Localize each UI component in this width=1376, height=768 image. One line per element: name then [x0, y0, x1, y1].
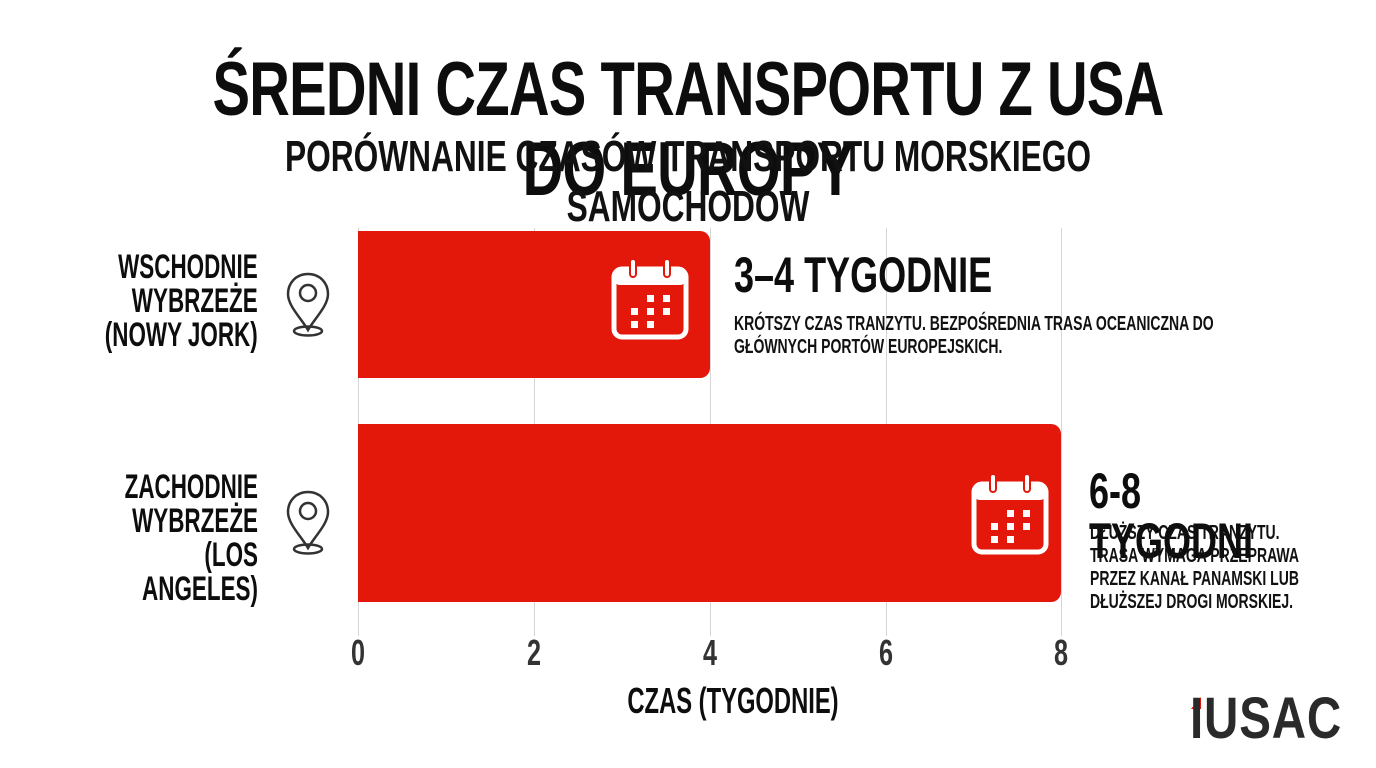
- x-tick-text: 2: [526, 632, 542, 673]
- category-label-east-coast: WSCHODNIE WYBRZEŻE (NOWY JORK): [26, 250, 258, 352]
- x-tick-label: 6: [866, 632, 906, 674]
- value-label-text: 6-8 TYGODNI: [1089, 463, 1254, 569]
- description-east-coast: KRÓTSZY CZAS TRANZYTU. BEZPOŚREDNIA TRAS…: [734, 313, 1376, 359]
- description-line: TRASA WYMAGA PRZEPRAWA: [1090, 545, 1299, 567]
- bar-east-coast: [358, 231, 710, 378]
- description-line: GŁÓWNYCH PORTÓW EUROPEJSKICH.: [734, 336, 1003, 358]
- value-label-text: 3–4 TYGODNIE: [734, 247, 993, 303]
- label-line: ZACHODNIE: [124, 468, 258, 506]
- label-line: (LOS ANGELES): [142, 536, 258, 608]
- x-tick-label: 0: [338, 632, 378, 674]
- page-subtitle: PORÓWNANIE CZASÓW TRANSPORTU MORSKIEGO S…: [0, 132, 1376, 232]
- label-line: WYBRZEŻE: [132, 502, 258, 540]
- x-tick-label: 2: [514, 632, 554, 674]
- label-line: (NOWY JORK): [105, 316, 258, 354]
- x-tick-label: 8: [1041, 632, 1081, 674]
- value-label-east-coast: 3–4 TYGODNIE: [734, 250, 1092, 300]
- label-line: WSCHODNIE: [118, 248, 258, 286]
- description-line: DŁUŻSZEJ DROGI MORSKIEJ.: [1090, 591, 1294, 613]
- logo-accent-mark: [1191, 697, 1201, 709]
- description-west-coast: DŁUŻSZY CZAS TRANZYTU. TRASA WYMAGA PRZE…: [1090, 522, 1376, 614]
- gridline-8: [1061, 228, 1062, 636]
- page-title: ŚREDNI CZAS TRANSPORTU Z USA DO EUROPY: [0, 50, 1376, 210]
- map-pin-icon: [286, 272, 330, 337]
- description-line: DŁUŻSZY CZAS TRANZYTU.: [1090, 522, 1280, 544]
- value-label-west-coast: 6-8 TYGODNI: [1089, 466, 1376, 566]
- x-tick-text: 8: [1053, 632, 1069, 673]
- category-label-west-coast: ZACHODNIE WYBRZEŻE (LOS ANGELES): [0, 470, 258, 606]
- page-title-text: ŚREDNI CZAS TRANSPORTU Z USA DO EUROPY: [212, 47, 1164, 212]
- x-tick-text: 6: [878, 632, 894, 673]
- label-line: WYBRZEŻE: [132, 282, 258, 320]
- logo-text: IUSAC: [1190, 686, 1343, 751]
- page-subtitle-text: PORÓWNANIE CZASÓW TRANSPORTU MORSKIEGO S…: [284, 132, 1092, 231]
- bar-west-coast: [358, 424, 1061, 602]
- calendar-icon: [971, 473, 1049, 555]
- map-pin-icon: [286, 490, 330, 555]
- description-line: PRZEZ KANAŁ PANAMSKI LUB: [1090, 568, 1299, 590]
- x-tick-text: 0: [350, 632, 366, 673]
- x-axis-label-text: CZAS (TYGODNIE): [627, 680, 839, 721]
- brand-logo: IUSAC: [1190, 686, 1375, 751]
- x-tick-text: 4: [702, 632, 718, 673]
- x-tick-label: 4: [690, 632, 730, 674]
- x-axis-label: CZAS (TYGODNIE): [533, 680, 933, 722]
- description-line: KRÓTSZY CZAS TRANZYTU. BEZPOŚREDNIA TRAS…: [734, 313, 1214, 335]
- calendar-icon: [611, 258, 689, 340]
